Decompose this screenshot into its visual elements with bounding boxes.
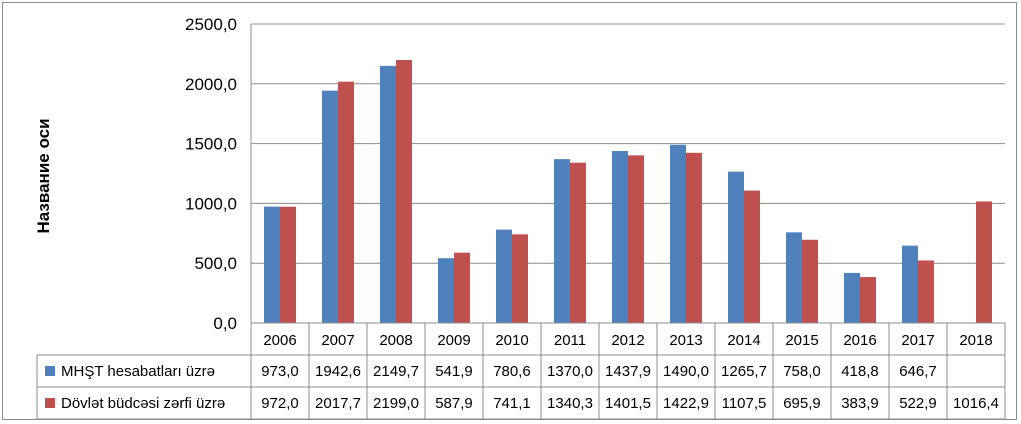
data-table-cell: 1437,9 [605, 363, 651, 380]
y-tick-label: 1000,0 [185, 194, 237, 213]
bar-budget-2013 [686, 152, 702, 323]
bar-budget-2014 [744, 190, 760, 323]
x-tick-label: 2014 [727, 332, 760, 349]
bar-mhst-2012 [612, 151, 628, 323]
data-table-cell: 1422,9 [663, 395, 709, 412]
data-table-cell: 973,0 [261, 363, 299, 380]
bar-mhst-2015 [786, 232, 802, 323]
y-tick-label: 500,0 [194, 254, 237, 273]
bar-budget-2017 [918, 260, 934, 323]
bar-budget-2016 [860, 277, 876, 323]
x-tick-label: 2012 [611, 332, 644, 349]
data-table-cell: 1265,7 [721, 363, 767, 380]
x-tick-label: 2017 [901, 332, 934, 349]
data-table-cell: 646,7 [899, 363, 937, 380]
y-axis-title: Название оси [34, 118, 53, 233]
bar-budget-2012 [628, 155, 644, 323]
data-table-cell: 587,9 [435, 395, 473, 412]
bar-chart: Название оси 0,0 500,0 1000,0 1500,0 2000,0 2… [34, 15, 1006, 420]
data-table-cell: 2017,7 [315, 395, 361, 412]
bar-budget-2015 [802, 239, 818, 323]
y-tick-label: 1500,0 [185, 135, 237, 154]
bar-mhst-2014 [728, 171, 744, 323]
x-tick-label: 2018 [959, 332, 992, 349]
data-table-cell: 780,6 [493, 363, 531, 380]
legend-label: Dövlət büdcəsi zərfi üzrə [61, 395, 225, 412]
bar-mhst-2016 [844, 272, 860, 323]
data-table-cell: 2199,0 [373, 395, 419, 412]
data-table-cell: 1401,5 [605, 395, 651, 412]
bar-budget-2018 [976, 201, 992, 323]
bar-budget-2006 [280, 206, 296, 323]
bar-mhst-2013 [670, 144, 686, 323]
bar-budget-2010 [512, 234, 528, 323]
bar-mhst-2017 [902, 245, 918, 323]
data-table-cell: 1107,5 [722, 395, 767, 412]
y-tick-label: 0,0 [213, 314, 237, 333]
data-table-cell: 1340,3 [547, 395, 593, 412]
data-table-cell: 758,0 [783, 363, 821, 380]
data-table-cell: 1370,0 [547, 363, 593, 380]
bar-budget-2008 [396, 59, 412, 323]
data-table-cell: 741,1 [493, 395, 531, 412]
data-table-cell: 695,9 [783, 395, 821, 412]
x-tick-label: 2006 [263, 332, 296, 349]
data-table-cell: 972,0 [261, 395, 299, 412]
legend-key-budget [45, 398, 55, 408]
data-table-cell: 1016,4 [953, 395, 999, 412]
data-table-cell: 383,9 [841, 395, 879, 412]
x-tick-label: 2007 [321, 332, 354, 349]
data-table-cell: 2149,7 [373, 363, 419, 380]
data-table-cell: 1490,0 [663, 363, 709, 380]
legend-label: MHŞT hesabatları üzrə [61, 363, 215, 380]
bar-mhst-2007 [322, 90, 338, 323]
x-tick-label: 2013 [669, 332, 702, 349]
x-tick-label: 2010 [495, 332, 528, 349]
bar-mhst-2006 [264, 206, 280, 323]
bar-mhst-2011 [554, 159, 570, 323]
bar-budget-2007 [338, 81, 354, 324]
x-tick-label: 2015 [785, 332, 818, 349]
x-tick-label: 2011 [554, 332, 586, 349]
data-table-cell: 541,9 [435, 363, 473, 380]
legend-key-mhst [45, 366, 55, 376]
x-tick-label: 2008 [379, 332, 412, 349]
bar-mhst-2008 [380, 65, 396, 324]
data-table-cell: 522,9 [899, 395, 937, 412]
bar-budget-2009 [454, 252, 470, 323]
x-tick-label: 2009 [437, 332, 470, 349]
data-table-cell: 1942,6 [315, 363, 361, 380]
data-table-cell: 418,8 [841, 363, 879, 380]
y-tick-label: 2500,0 [185, 15, 237, 34]
y-tick-label: 2000,0 [185, 75, 237, 94]
x-tick-label: 2016 [843, 332, 876, 349]
bar-budget-2011 [570, 162, 586, 323]
bar-mhst-2009 [438, 258, 454, 323]
bar-mhst-2010 [496, 229, 512, 323]
